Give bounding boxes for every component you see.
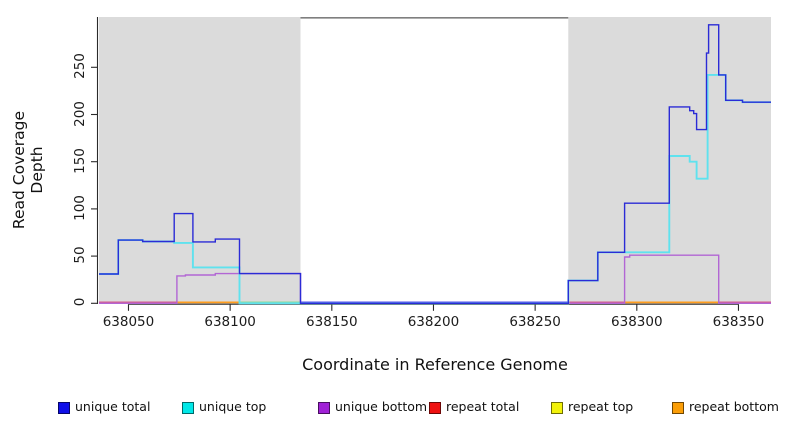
x-axis-title: Coordinate in Reference Genome <box>302 355 568 374</box>
y-tick-label: 100 <box>72 195 88 221</box>
x-tick-label: 638350 <box>712 314 765 330</box>
x-tick-label: 638100 <box>204 314 256 330</box>
y-tick-label: 200 <box>72 100 88 127</box>
y-tick-label: 250 <box>72 53 88 80</box>
x-tick-label: 638300 <box>611 314 663 330</box>
panel-covered-left <box>99 17 301 304</box>
x-tick-label: 638200 <box>407 314 460 330</box>
x-tick-label: 638250 <box>509 314 561 330</box>
y-tick-label: 150 <box>72 147 88 174</box>
x-tick-label: 638150 <box>306 314 358 330</box>
y-tick-label: 50 <box>72 246 88 264</box>
series-line-unique-total <box>99 24 771 304</box>
x-tick-label: 638050 <box>102 314 155 330</box>
y-tick-label: 0 <box>72 298 88 307</box>
y-axis-title: Read Coverage Depth <box>10 110 46 230</box>
